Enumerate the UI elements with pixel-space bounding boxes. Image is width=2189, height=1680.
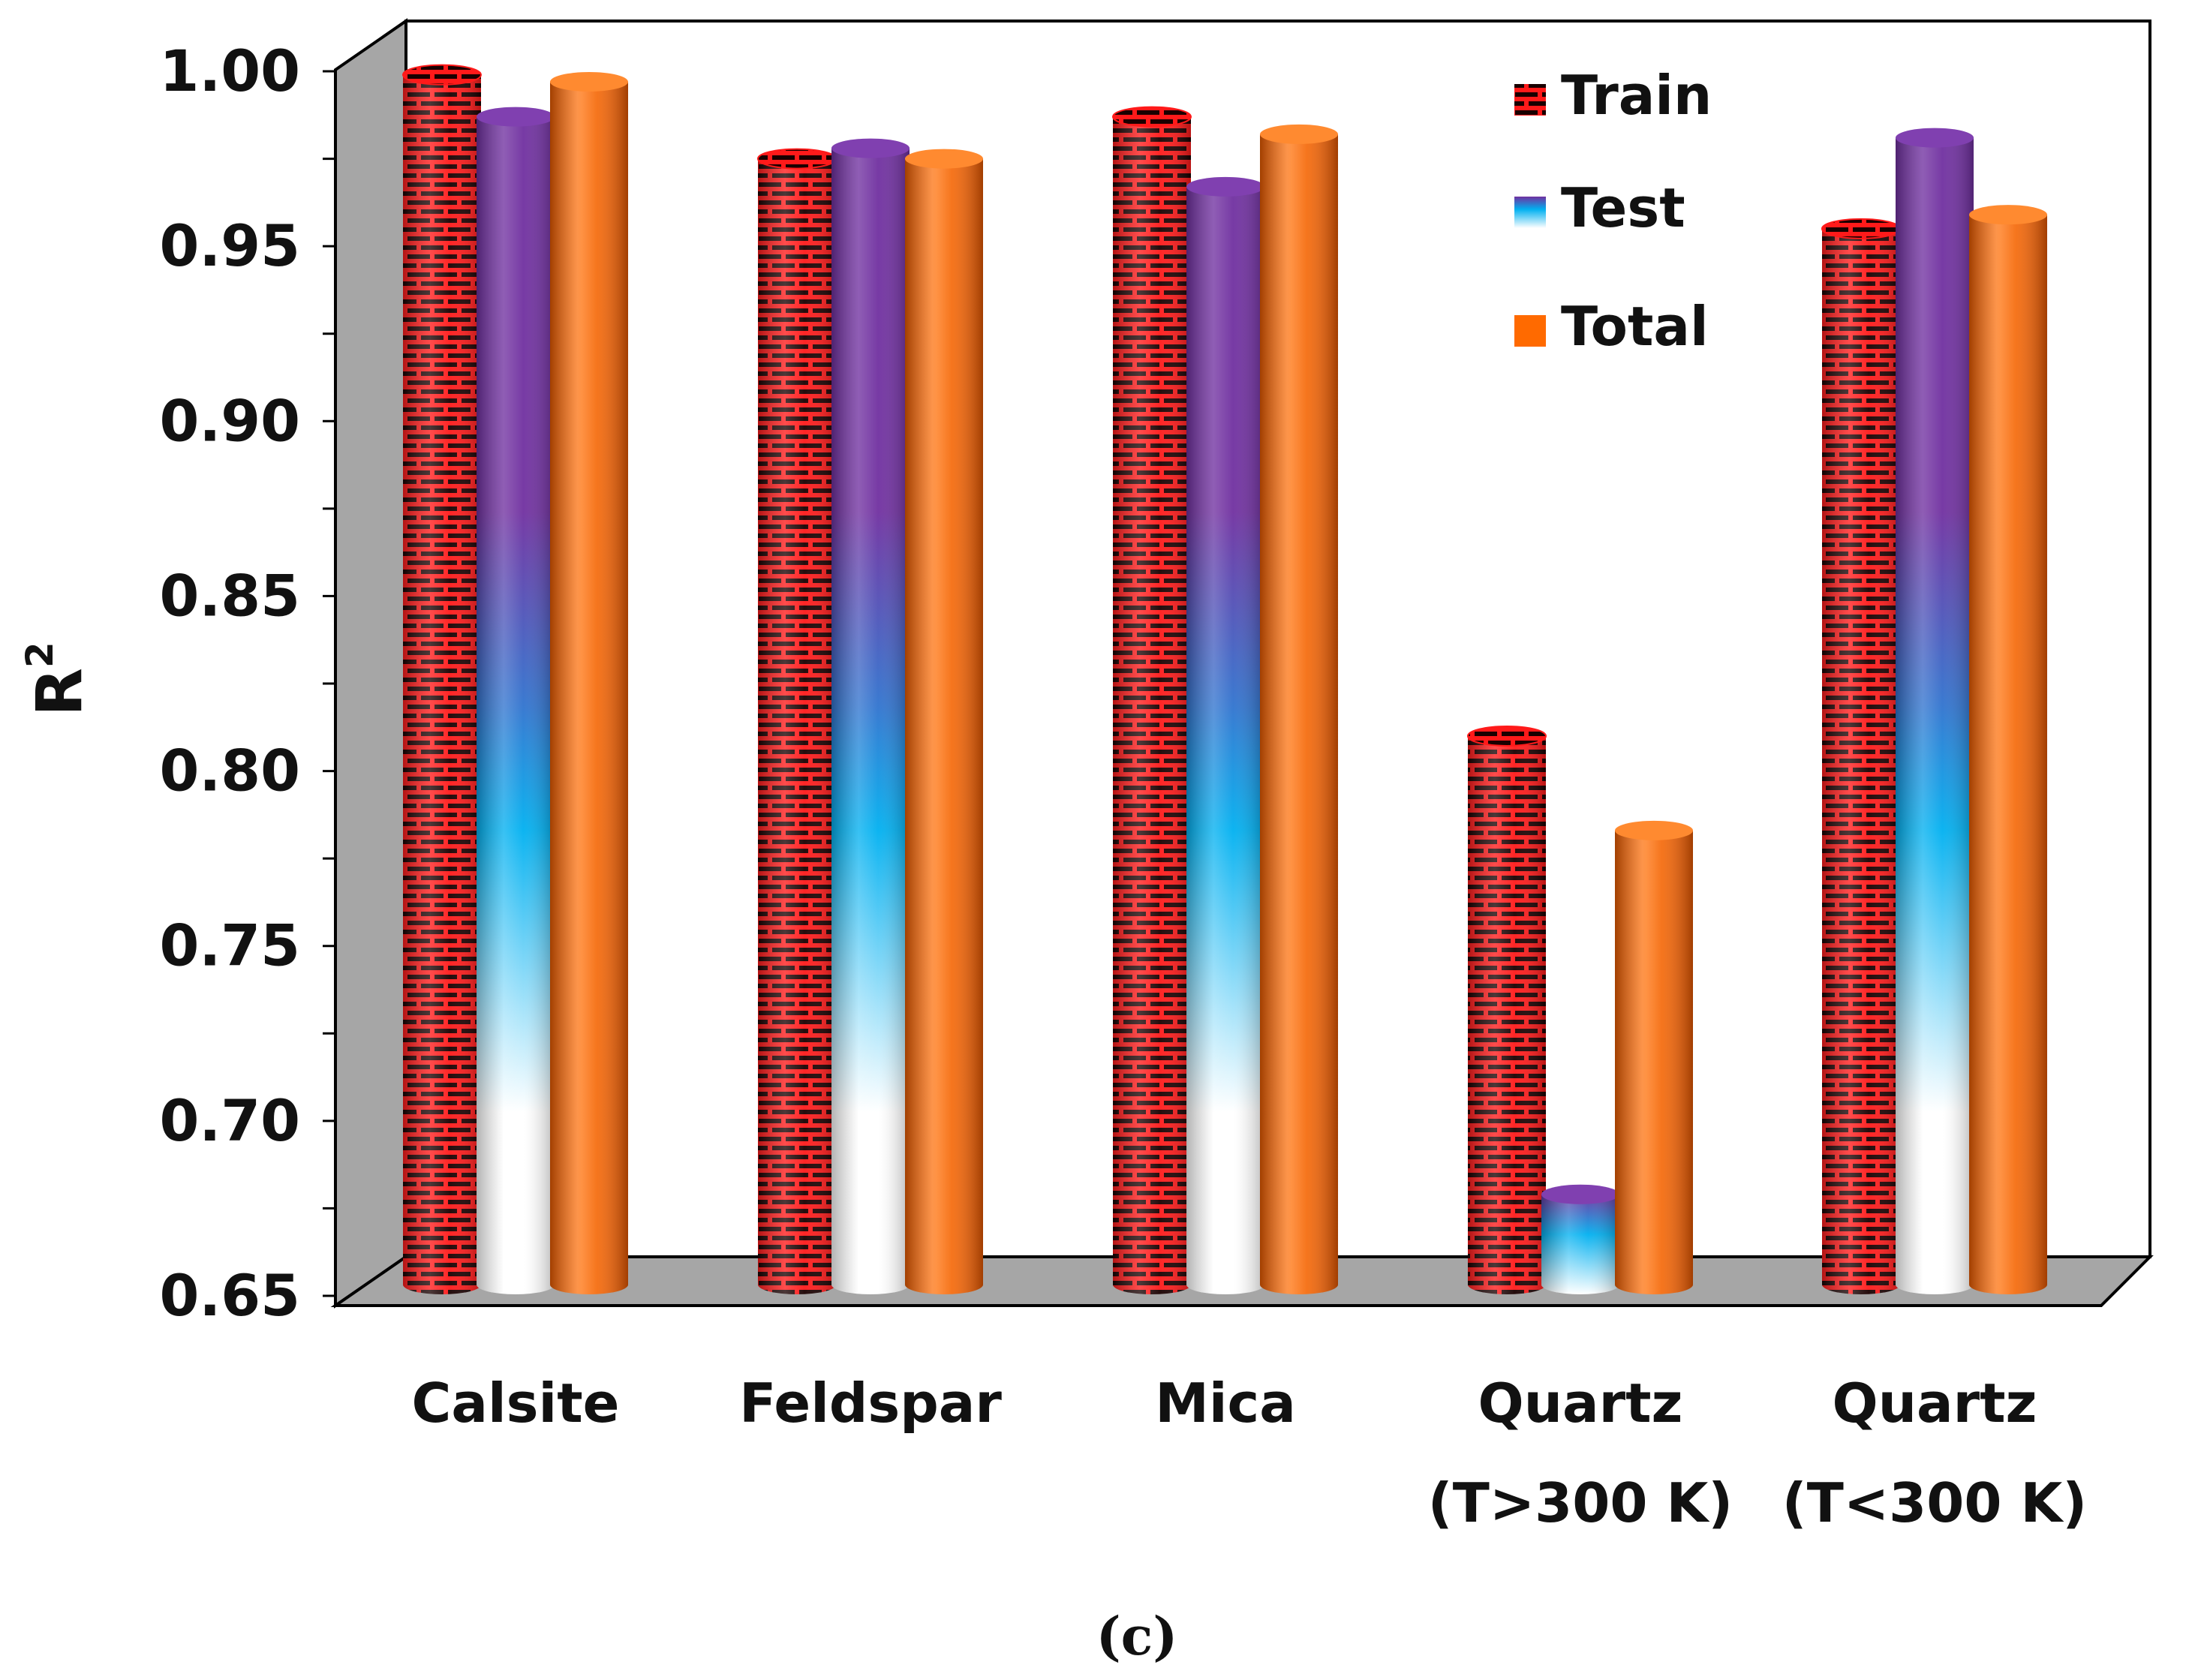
bar-total-1 <box>905 149 983 1295</box>
legend-swatch-test <box>1514 197 1546 228</box>
bar-train-4 <box>1821 218 1901 1294</box>
legend-label-test: Test <box>1561 176 1685 239</box>
y-tick-label: 0.80 <box>159 738 300 804</box>
bar-total-0 <box>550 71 628 1295</box>
bar-total-3 <box>1615 820 1693 1294</box>
svg-text:R2: R2 <box>18 642 96 716</box>
x-axis-labels: Calsite Feldspar Mica Quartz (T>300 K) Q… <box>412 1372 2088 1534</box>
bar-train-0 <box>402 64 482 1295</box>
bars-layer <box>402 64 2047 1295</box>
category-label-feldspar: Feldspar <box>739 1372 1002 1435</box>
side-wall <box>334 18 407 1309</box>
bar-test-1 <box>831 138 910 1294</box>
category-label-calsite: Calsite <box>412 1372 620 1435</box>
legend: Train Test Total <box>1514 64 1712 358</box>
y-tick-label: 0.70 <box>159 1087 300 1154</box>
bar-train-2 <box>1112 106 1192 1294</box>
y-axis-ticks: 1.00 0.95 0.90 0.85 0.80 0.75 0.70 0.65 <box>159 38 335 1329</box>
y-tick-label: 0.95 <box>159 212 300 279</box>
bar-test-0 <box>477 107 555 1294</box>
bar-total-4 <box>1969 205 2047 1295</box>
category-sublabel-quartz-low: (T<300 K) <box>1782 1471 2087 1534</box>
category-label-mica: Mica <box>1155 1372 1296 1435</box>
bar-test-2 <box>1186 176 1264 1295</box>
category-sublabel-quartz-high: (T>300 K) <box>1428 1471 1733 1534</box>
y-axis-label-superscript: 2 <box>18 642 62 668</box>
category-label-quartz-low: Quartz <box>1833 1372 2037 1435</box>
y-tick-label: 0.85 <box>159 562 300 629</box>
legend-swatch-train <box>1514 84 1546 116</box>
y-axis-label: R2 <box>18 642 96 716</box>
y-tick-label: 0.75 <box>159 912 300 979</box>
bar-total-2 <box>1260 124 1338 1295</box>
y-axis-label-text: R <box>23 668 96 717</box>
legend-label-train: Train <box>1561 64 1712 127</box>
category-label-quartz-high: Quartz <box>1478 1372 1683 1435</box>
bar-test-4 <box>1896 128 1974 1295</box>
y-tick-label: 1.00 <box>159 38 300 104</box>
bar-test-3 <box>1541 1184 1619 1294</box>
bar-train-3 <box>1467 725 1547 1294</box>
figure-caption: (c) <box>1096 1605 1178 1667</box>
legend-swatch-total <box>1514 315 1546 347</box>
bar-train-1 <box>757 148 837 1295</box>
legend-label-total: Total <box>1561 295 1709 358</box>
y-tick-label: 0.90 <box>159 387 300 454</box>
y-tick-label: 0.65 <box>159 1262 300 1329</box>
